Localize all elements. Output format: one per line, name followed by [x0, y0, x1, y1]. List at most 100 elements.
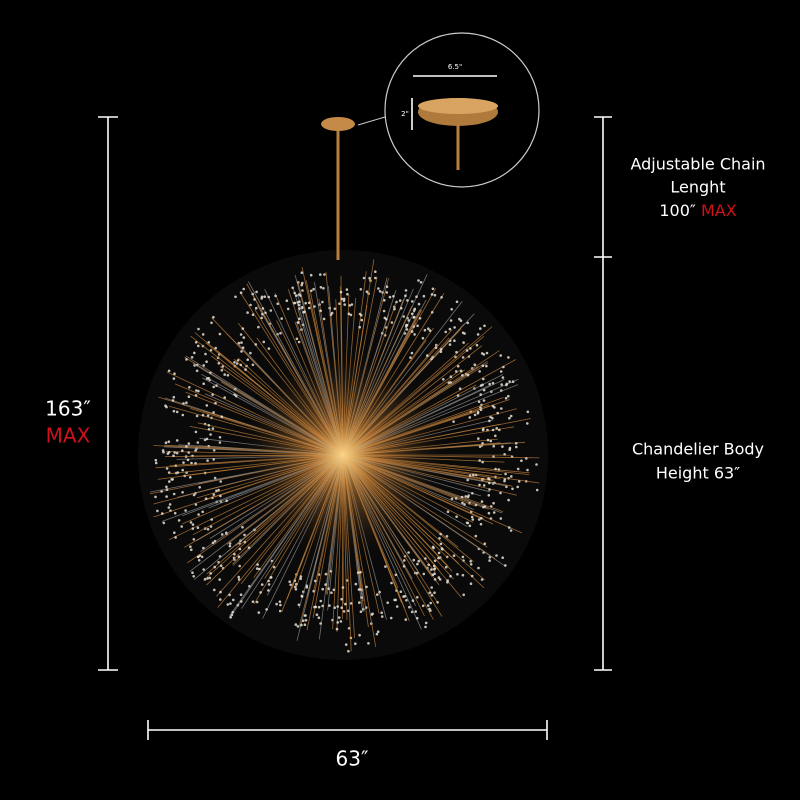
crystal	[343, 303, 347, 306]
crystal	[498, 428, 501, 432]
crystal	[215, 489, 218, 493]
crystal	[211, 427, 215, 430]
crystal	[208, 576, 212, 580]
crystal	[495, 554, 498, 557]
callout-line	[357, 116, 386, 126]
crystal	[525, 457, 528, 460]
crystal	[450, 497, 454, 501]
crystal	[209, 572, 212, 575]
crystal	[405, 599, 408, 602]
crystal	[535, 463, 538, 466]
crystal	[446, 581, 449, 584]
crystal	[309, 273, 313, 277]
crystal	[254, 343, 258, 346]
crystal	[481, 364, 485, 368]
crystal	[347, 627, 351, 630]
crystal	[491, 416, 494, 420]
crystal	[393, 598, 396, 602]
crystal	[349, 313, 353, 317]
crystal	[509, 414, 513, 418]
crystal	[347, 312, 351, 316]
crystal	[347, 609, 350, 613]
crystal	[317, 605, 321, 609]
crystal	[285, 299, 289, 303]
crystal	[298, 317, 301, 321]
crystal	[257, 325, 260, 329]
crystal	[450, 308, 454, 311]
crystal	[256, 563, 259, 566]
crystal	[197, 559, 201, 562]
crystal	[212, 411, 215, 414]
crystal	[214, 346, 217, 350]
crystal	[360, 314, 363, 317]
crystal	[288, 580, 292, 583]
crystal	[259, 591, 262, 594]
crystal	[236, 359, 240, 362]
crystal	[474, 534, 478, 538]
crystal	[327, 587, 330, 590]
crystal	[483, 542, 487, 545]
crystal	[403, 559, 406, 562]
crystal	[269, 576, 273, 579]
crystal	[433, 293, 437, 297]
crystal	[242, 287, 245, 291]
crystal	[499, 354, 503, 357]
crystal	[207, 428, 211, 431]
crystal	[221, 365, 225, 368]
crystal	[251, 600, 255, 603]
crystal	[417, 279, 420, 282]
crystal	[349, 602, 353, 605]
crystal	[502, 365, 505, 369]
crystal	[201, 333, 205, 336]
crystal	[267, 347, 271, 350]
crystal	[172, 454, 175, 458]
crystal	[242, 336, 246, 339]
crystal	[202, 364, 205, 367]
crystal	[204, 352, 207, 356]
crystal	[190, 548, 193, 552]
chain-note: MAX	[701, 201, 737, 220]
crystal	[480, 578, 484, 581]
crystal	[190, 461, 193, 465]
crystal	[516, 467, 520, 471]
crystal	[195, 389, 198, 392]
chain-label: Lenght	[670, 178, 725, 197]
crystal	[510, 475, 513, 478]
inset-canopy-top	[418, 98, 498, 114]
crystal	[429, 609, 432, 612]
crystal	[407, 551, 410, 554]
crystal	[481, 442, 484, 445]
crystal	[166, 452, 170, 455]
crystal	[456, 364, 460, 368]
crystal	[507, 394, 510, 398]
crystal	[419, 281, 423, 284]
crystal	[184, 509, 187, 512]
crystal	[476, 410, 480, 414]
crystal	[479, 408, 483, 412]
crystal	[342, 610, 346, 613]
crystal	[461, 374, 464, 377]
crystal	[466, 521, 470, 525]
crystal	[492, 501, 495, 505]
crystal	[213, 539, 217, 543]
crystal	[304, 301, 308, 305]
crystal	[469, 563, 473, 566]
crystal	[175, 439, 179, 442]
crystal	[260, 295, 264, 299]
crystal	[162, 450, 165, 454]
crystal	[319, 309, 323, 313]
crystal	[504, 564, 507, 567]
crystal	[439, 350, 443, 354]
crystal	[168, 503, 172, 506]
crystal	[251, 313, 255, 317]
crystal	[192, 538, 196, 541]
crystal	[315, 613, 319, 616]
crystal	[246, 358, 249, 362]
crystal	[328, 604, 331, 607]
crystal	[407, 319, 411, 322]
crystal	[191, 571, 194, 574]
crystal	[462, 593, 466, 597]
crystal	[263, 295, 267, 299]
crystal	[426, 604, 430, 607]
crystal	[436, 601, 439, 604]
